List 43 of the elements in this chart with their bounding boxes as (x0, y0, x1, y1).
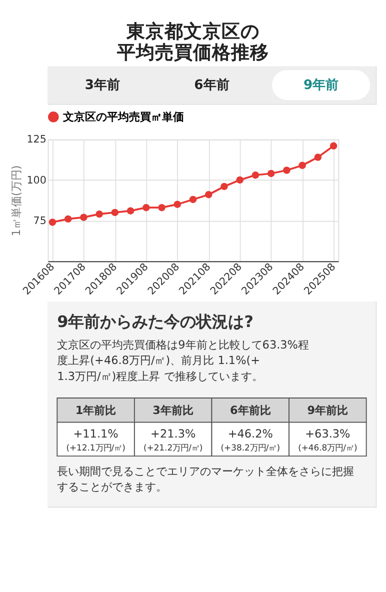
legend-label: 文京区の平均売買㎡単価 (62, 110, 184, 124)
point (80, 214, 88, 221)
point (330, 142, 338, 150)
text: 9年前からみた今の状況は? (57, 312, 254, 331)
text: +46.2% (228, 427, 274, 440)
text: 9年前比 (307, 404, 348, 417)
text: 1年前比 (75, 404, 116, 417)
text: (+21.2万円/㎡) (143, 442, 203, 452)
point (158, 204, 166, 212)
text: +63.3% (305, 427, 351, 440)
text: +11.1% (73, 427, 119, 440)
point (314, 154, 322, 161)
y-tick-label: 100 (26, 174, 46, 186)
point (126, 207, 134, 214)
point (96, 210, 103, 218)
point (298, 162, 306, 169)
text: 3年前比 (152, 404, 194, 417)
y-tick-label: 125 (26, 134, 46, 146)
point (204, 190, 212, 198)
text: (+46.8万円/㎡) (298, 442, 358, 452)
point (174, 200, 182, 208)
text: 3年前 (84, 78, 120, 93)
text: +21.3% (150, 427, 196, 440)
point (283, 166, 290, 174)
chart-title: 東京都文京区の平均売買価格推移 (116, 20, 269, 64)
point (252, 172, 260, 179)
text: 6年前比 (230, 404, 271, 417)
point (111, 208, 119, 216)
point (267, 170, 275, 178)
y-tick-label: 75 (33, 214, 46, 227)
point (189, 196, 197, 204)
text: 9年前 (303, 78, 339, 93)
text: (+38.2万円/㎡) (220, 442, 280, 452)
point (64, 215, 72, 223)
point (142, 204, 150, 212)
point (48, 218, 56, 226)
point (220, 182, 228, 190)
y-axis-title: 1㎡単価(万円) (10, 165, 24, 236)
point (236, 176, 244, 184)
text: 6年前 (194, 78, 230, 93)
text: (+12.1万円/㎡) (66, 442, 126, 452)
text: 文京区の平均売買価格は9年前と比較して63.3%程度上昇(+46.8万円/㎡)、前月比 1.1%(+1.3万円/㎡)程度上昇 で推移しています。 (57, 338, 309, 384)
text: 長い期間で見ることでエリアのマーケット全体をさらに把握することができます。 (57, 464, 354, 494)
